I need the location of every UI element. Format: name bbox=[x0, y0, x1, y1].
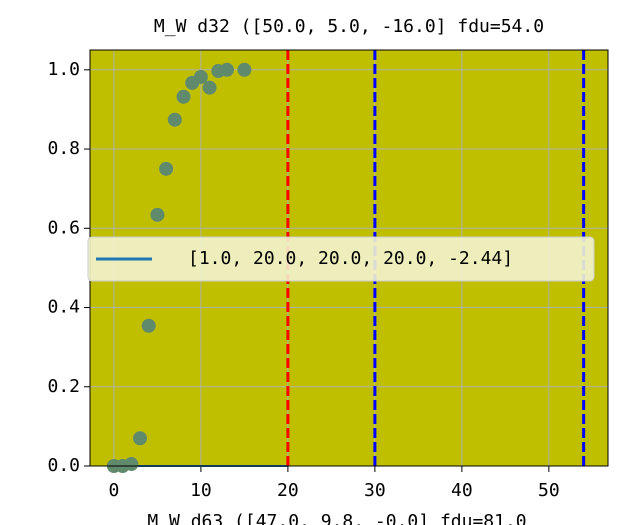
y-tick-label: 1.0 bbox=[47, 59, 80, 80]
x-tick-label: 40 bbox=[451, 480, 473, 501]
point bbox=[133, 431, 148, 446]
point bbox=[150, 207, 165, 222]
y-tick-label: 0.8 bbox=[47, 138, 80, 159]
point bbox=[141, 318, 156, 333]
point bbox=[159, 161, 174, 176]
point bbox=[124, 457, 139, 472]
point bbox=[237, 62, 252, 77]
x-tick-label: 30 bbox=[364, 480, 386, 501]
point bbox=[220, 62, 235, 77]
y-tick-label: 0.4 bbox=[47, 297, 80, 318]
point bbox=[193, 69, 208, 84]
x-tick-label: 50 bbox=[538, 480, 560, 501]
point bbox=[202, 80, 217, 95]
legend-box bbox=[87, 236, 595, 282]
point bbox=[176, 89, 191, 104]
y-tick-label: 0.0 bbox=[47, 455, 80, 476]
next-chart-title: M_W d63 ([47.0, 9.8, -0.0] fdu=81.0 bbox=[147, 511, 526, 525]
x-tick-label: 10 bbox=[190, 480, 212, 501]
x-tick-label: 20 bbox=[277, 480, 299, 501]
x-tick-label: 0 bbox=[108, 480, 119, 501]
legend-label: [1.0, 20.0, 20.0, 20.0, -2.44] bbox=[188, 248, 513, 269]
y-tick-label: 0.2 bbox=[47, 376, 80, 397]
chart-title: M_W d32 ([50.0, 5.0, -16.0] fdu=54.0 bbox=[154, 16, 544, 37]
point bbox=[167, 112, 182, 127]
y-tick-label: 0.6 bbox=[47, 217, 80, 238]
